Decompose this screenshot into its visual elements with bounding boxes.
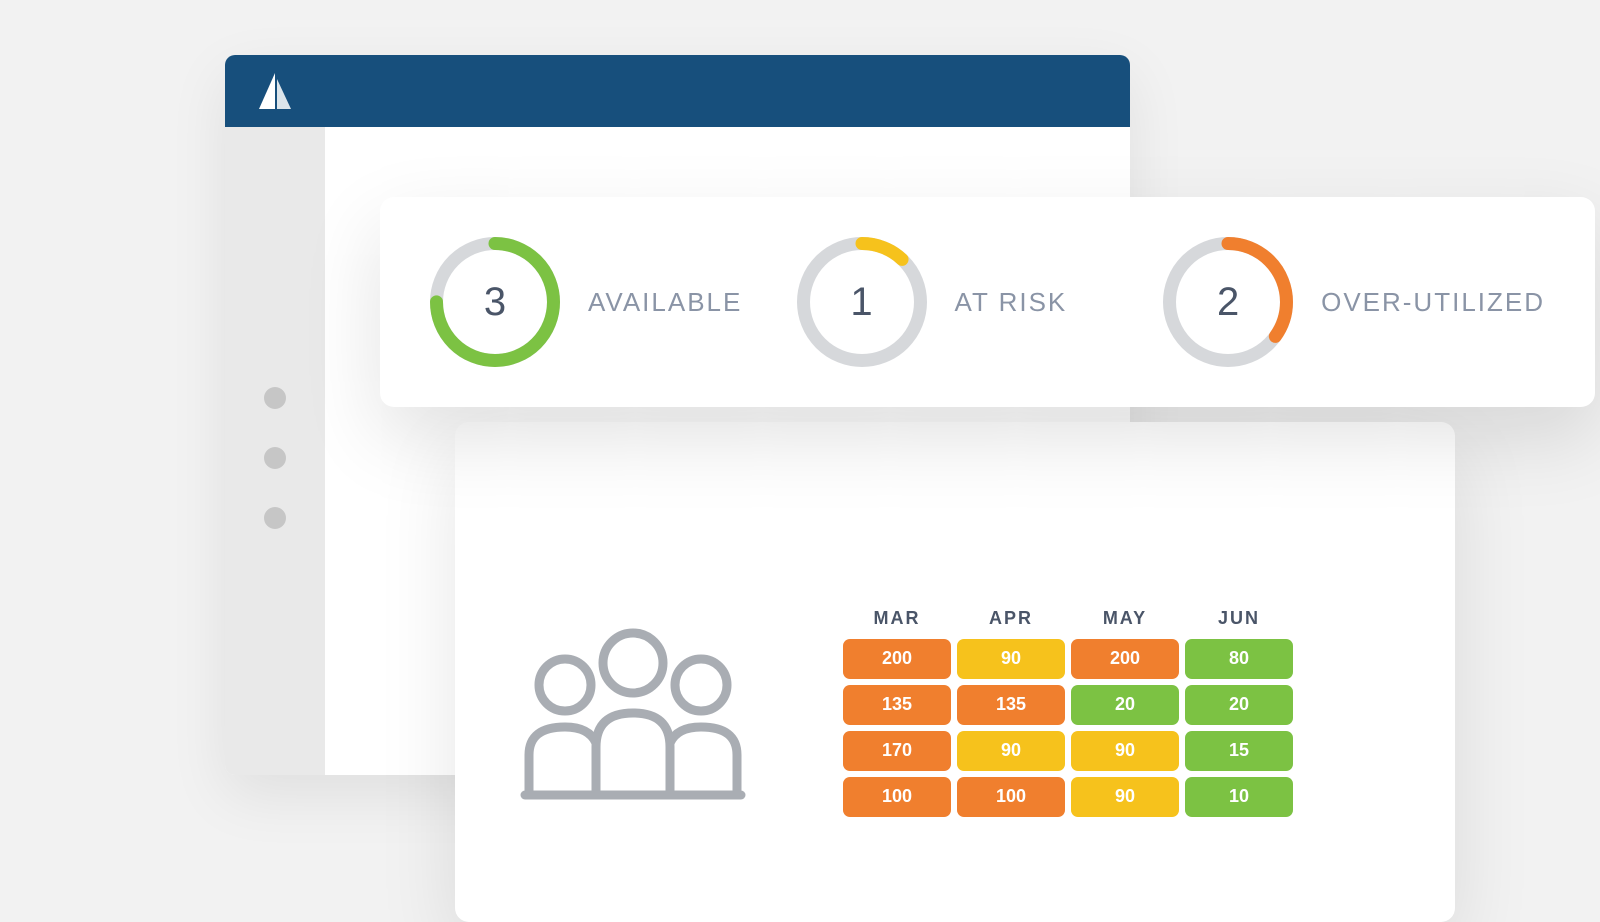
heatmap-row: 170909015: [843, 731, 1293, 771]
sidebar-item[interactable]: [264, 387, 286, 409]
sidebar-item[interactable]: [264, 447, 286, 469]
heatmap-cell[interactable]: 90: [957, 639, 1065, 679]
heatmap-cell[interactable]: 170: [843, 731, 951, 771]
heatmap-column-header: JUN: [1185, 608, 1293, 629]
heatmap-cell[interactable]: 200: [843, 639, 951, 679]
heatmap-column-header: MAR: [843, 608, 951, 629]
metric-value: 3: [430, 237, 560, 367]
gauge-over-utilized: 2: [1163, 237, 1293, 367]
metric-label: AT RISK: [955, 287, 1068, 318]
gauge-at-risk: 1: [797, 237, 927, 367]
heatmap-cell[interactable]: 90: [1071, 777, 1179, 817]
heatmap-cell[interactable]: 80: [1185, 639, 1293, 679]
heatmap-cell[interactable]: 100: [957, 777, 1065, 817]
metric-value: 2: [1163, 237, 1293, 367]
metric-label: AVAILABLE: [588, 287, 742, 318]
heatmap-cell[interactable]: 135: [957, 685, 1065, 725]
heatmap-cell[interactable]: 90: [957, 731, 1065, 771]
heatmap-column-header: MAY: [1071, 608, 1179, 629]
heatmap-cell[interactable]: 20: [1071, 685, 1179, 725]
app-window: MARAPRMAYJUN 200902008013513520201709090…: [225, 55, 1130, 775]
sidebar: [225, 127, 325, 775]
heatmap-cell[interactable]: 90: [1071, 731, 1179, 771]
metric-value: 1: [797, 237, 927, 367]
heatmap-row: 2009020080: [843, 639, 1293, 679]
heatmap-cell[interactable]: 100: [843, 777, 951, 817]
heatmap-cell[interactable]: 20: [1185, 685, 1293, 725]
heatmap-cell[interactable]: 15: [1185, 731, 1293, 771]
gauge-available: 3: [430, 237, 560, 367]
metric-label: OVER-UTILIZED: [1321, 287, 1545, 318]
logo-sail-icon: [253, 69, 297, 113]
utilization-heatmap: MARAPRMAYJUN 200902008013513520201709090…: [843, 608, 1293, 817]
heatmap-cell[interactable]: 135: [843, 685, 951, 725]
utilization-card: MARAPRMAYJUN 200902008013513520201709090…: [455, 422, 1455, 922]
heatmap-row: 1001009010: [843, 777, 1293, 817]
content-panel: MARAPRMAYJUN 200902008013513520201709090…: [325, 127, 1130, 775]
metric-at-risk[interactable]: 1 AT RISK: [797, 237, 1134, 367]
people-group-icon: [503, 615, 763, 810]
heatmap-row: 1351352020: [843, 685, 1293, 725]
title-bar: [225, 55, 1130, 127]
heatmap-cell[interactable]: 200: [1071, 639, 1179, 679]
heatmap-column-header: APR: [957, 608, 1065, 629]
heatmap-cell[interactable]: 10: [1185, 777, 1293, 817]
metrics-summary-card: 3 AVAILABLE 1 AT RISK 2 OVER-UTILIZED: [380, 197, 1595, 407]
metric-available[interactable]: 3 AVAILABLE: [430, 237, 767, 367]
sidebar-item[interactable]: [264, 507, 286, 529]
metric-over-utilized[interactable]: 2 OVER-UTILIZED: [1163, 237, 1545, 367]
